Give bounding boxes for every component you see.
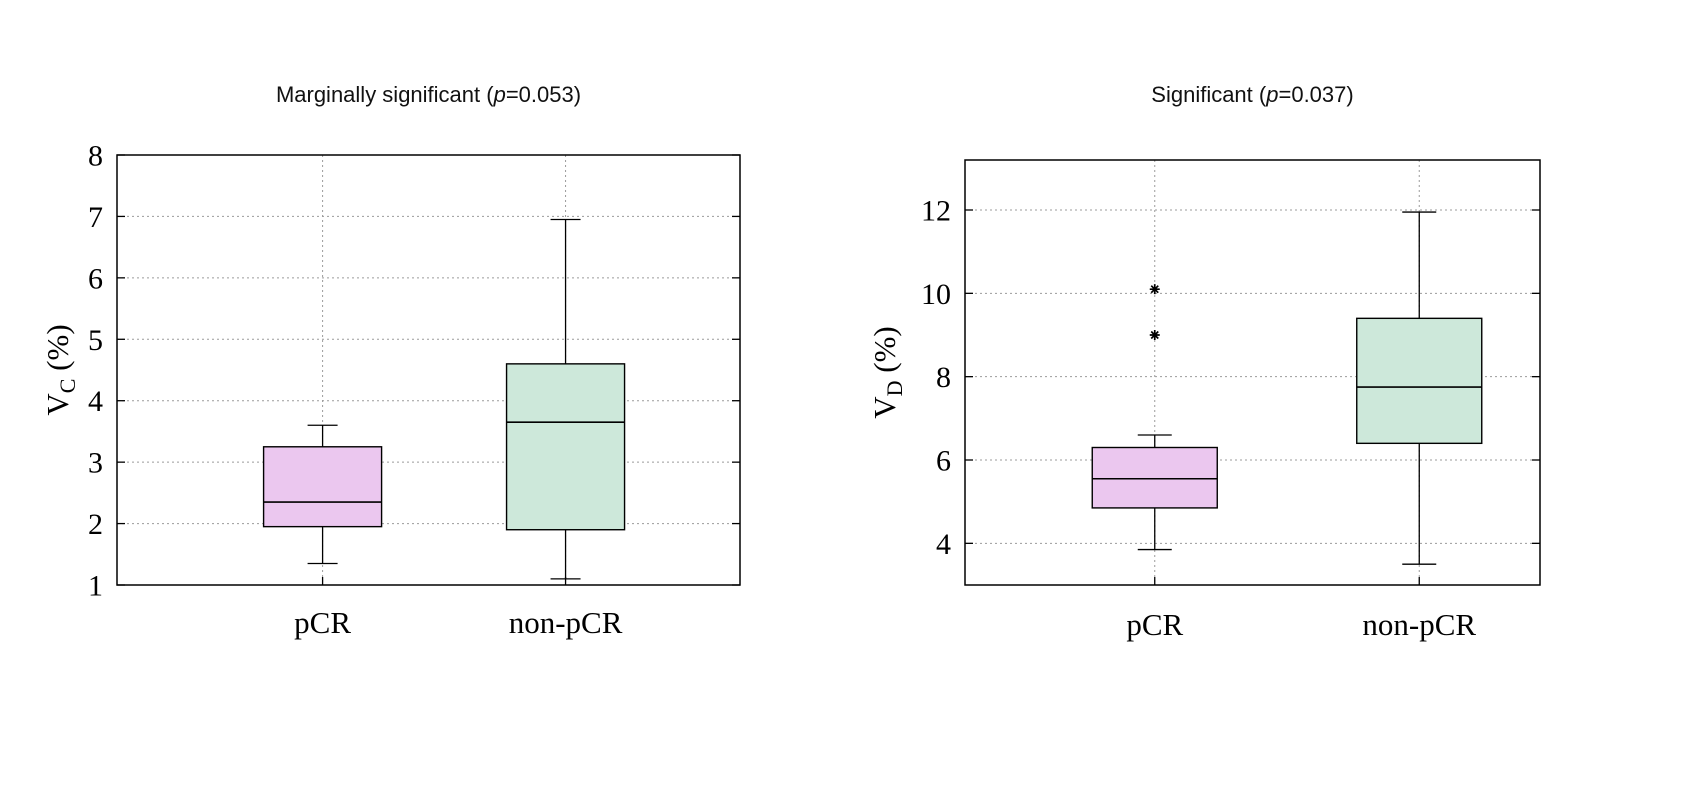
chart-title-suffix: =0.037) [1278,82,1354,107]
box [1091,446,1218,509]
boxplot-svg-vc: 1 2 3 4 5 6 7 8 pCR non-pCR VC (%) [40,140,741,640]
y-axis-label: VC (%) [40,324,80,415]
y-tick-label: 7 [88,201,103,234]
y-tick-label: 6 [88,262,103,295]
box [262,446,383,528]
chart-title-vc: Marginally significant (p=0.053) [30,70,770,115]
y-tick-label: 8 [88,140,103,173]
plot-frame [964,159,1541,586]
boxplot-svg-vd: 4 6 8 10 12 pCR non-pCR VD (%) [870,159,1541,642]
x-category-label: non-pCR [1362,607,1476,642]
y-tick-label: 3 [88,447,103,480]
y-tick-label: 5 [88,324,103,357]
x-category-label: non-pCR [509,605,623,640]
outlier-marker [1149,330,1160,340]
chart-title-prefix: Significant ( [1151,82,1267,107]
y-tick-label: 6 [936,445,951,478]
boxplot-figure-vd: Significant (p=0.037) 4 6 8 10 12 pCR non-pCR V… [870,70,1550,655]
x-category-label: pCR [294,605,351,640]
y-tick-label: 8 [936,361,951,394]
y-tick-label: 4 [88,385,103,418]
chart-title-pvalue-symbol: p [493,82,506,107]
boxplot-figure-vc: Marginally significant (p=0.053) 1 2 3 4 5 6 7… [30,70,770,655]
y-tick-label: 12 [921,195,951,228]
y-tick-label: 10 [921,278,951,311]
y-axis-label: VD (%) [870,326,907,419]
plot-frame [116,154,741,586]
x-category-label: pCR [1126,607,1183,642]
chart-title-suffix: =0.053) [505,82,582,107]
y-tick-label: 4 [936,528,951,561]
box [505,363,626,531]
chart-title-vd: Significant (p=0.037) [870,70,1550,115]
chart-title-pvalue-symbol: p [1266,82,1279,107]
y-tick-label: 1 [88,570,103,603]
chart-title-prefix: Marginally significant ( [275,82,494,107]
y-tick-label: 2 [88,508,103,541]
box [1356,317,1483,445]
outlier-marker [1149,284,1160,295]
